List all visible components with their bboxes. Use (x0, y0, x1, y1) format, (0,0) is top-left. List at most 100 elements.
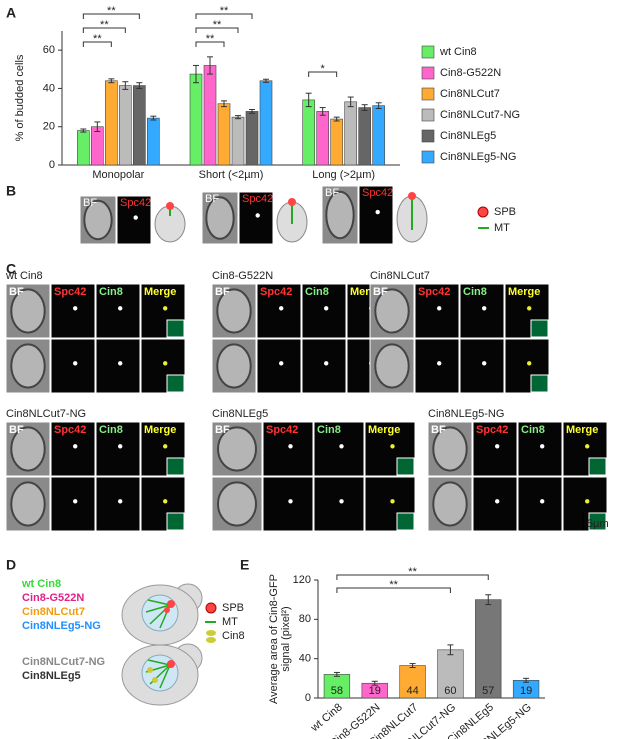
fluorescence-image (358, 185, 394, 245)
signal-spot (339, 444, 344, 449)
channel-label: Cin8 (317, 424, 341, 436)
fluorescence-image (301, 283, 347, 339)
y-tick-label: 80 (299, 613, 311, 625)
legend-label: MT (494, 222, 510, 234)
x-tick-label: wt Cin8 (308, 701, 345, 734)
scale-label: 5µm (587, 518, 609, 530)
cell-outline (83, 199, 113, 241)
genotype-label: Cin8NLCut7 (22, 606, 85, 618)
panel-label: B (6, 183, 16, 199)
channel-label: Spc42 (54, 286, 86, 298)
signal-spot (527, 306, 532, 311)
legend-label: MT (222, 616, 238, 628)
sig-label: ** (100, 19, 109, 31)
signal-spot (339, 499, 344, 504)
channel-label: Spc42 (260, 286, 292, 298)
channel-label: Merge (144, 424, 176, 436)
fluorescence-image (95, 476, 141, 532)
signal-spot (495, 499, 500, 504)
channel-label: Spc42 (266, 424, 298, 436)
panel-label: A (6, 5, 16, 21)
legend-label: Cin8NLEg5 (440, 130, 496, 142)
sig-bracket (336, 587, 451, 593)
signal-spot (279, 361, 284, 366)
cell-diagram (121, 583, 203, 706)
genotype-label: Cin8NLCut7-NG (6, 408, 86, 420)
channel-label: Merge (368, 424, 400, 436)
legend-swatch (421, 150, 435, 164)
signal-spot (540, 444, 545, 449)
legend-label: Cin8NLCut7 (440, 88, 500, 100)
bar (344, 101, 357, 166)
sig-label: ** (206, 33, 215, 45)
channel-label: BF (215, 424, 230, 436)
channel-label: Spc42 (418, 286, 450, 298)
genotype-label: Cin8NLEg5 (22, 670, 81, 682)
fluorescence-image (459, 338, 505, 394)
sig-bracket (82, 41, 112, 47)
sig-bracket (82, 27, 126, 33)
bar (330, 118, 343, 166)
signal-spot (288, 499, 293, 504)
bar (133, 85, 146, 166)
signal-spot (163, 444, 168, 449)
channel-label: BF (431, 424, 446, 436)
inset (166, 457, 185, 476)
signal-spot (73, 499, 78, 504)
signal-spot (73, 306, 78, 311)
fluorescence-image (262, 421, 314, 477)
channel-label: Cin8 (305, 286, 329, 298)
spb-diagram (166, 202, 174, 210)
signal-spot (255, 213, 260, 218)
fluorescence-image (414, 283, 460, 339)
y-axis-label: % of budded cells (14, 54, 26, 141)
count-label: 57 (482, 685, 494, 697)
panel-label: D (6, 557, 16, 573)
sig-label: ** (93, 33, 102, 45)
cell-outline (217, 426, 257, 472)
signal-spot (437, 306, 442, 311)
count-label: 44 (406, 685, 418, 697)
genotype-label: wt Cin8 (21, 578, 61, 590)
signal-spot (540, 499, 545, 504)
legend-label: Cin8NLEg5-NG (440, 151, 516, 163)
signal-spot (118, 499, 123, 504)
signal-spot (118, 306, 123, 311)
inset (530, 374, 549, 393)
y-tick-label: 60 (43, 44, 55, 56)
channel-label: BF (215, 286, 230, 298)
inset (530, 319, 549, 338)
cell-outline (216, 343, 252, 389)
panel-label: E (240, 557, 249, 573)
bar (372, 105, 385, 166)
channel-label: Cin8 (521, 424, 545, 436)
channel-label: Spc42 (476, 424, 508, 436)
inset (588, 512, 607, 531)
count-label: 19 (369, 685, 381, 697)
spb-icon (477, 206, 489, 218)
channel-label: Merge (144, 286, 176, 298)
signal-spot (585, 499, 590, 504)
cell-outline (10, 481, 46, 527)
bar (77, 130, 90, 166)
cell-outline (325, 190, 355, 240)
signal-spot (585, 444, 590, 449)
image-label: Spc42 (362, 187, 393, 199)
panel-label: C (6, 261, 16, 277)
signal-spot (482, 361, 487, 366)
genotype-label: Cin8NLCut7-NG (22, 656, 105, 668)
y-tick-label: 0 (305, 692, 311, 704)
x-tick-label: Monopolar (92, 169, 144, 181)
channel-label: BF (9, 424, 24, 436)
fluorescence-image (414, 338, 460, 394)
cell-outline (10, 343, 46, 389)
legend-swatch (421, 129, 435, 143)
fluorescence-image (517, 421, 563, 477)
fluorescence-image (472, 476, 518, 532)
cell-outline (216, 288, 252, 334)
fluorescence-image (262, 476, 314, 532)
fluorescence-image (95, 421, 141, 477)
fluorescence-image (313, 476, 365, 532)
fluorescence-image (95, 283, 141, 339)
